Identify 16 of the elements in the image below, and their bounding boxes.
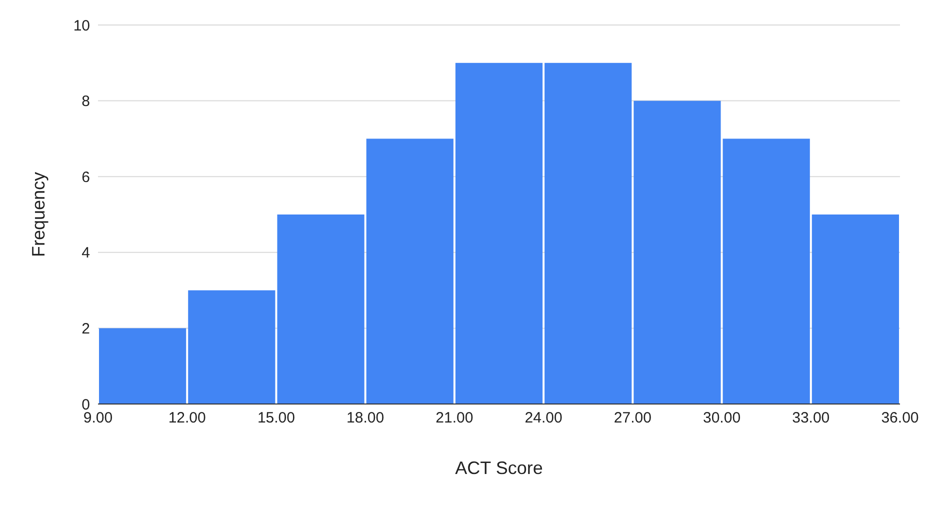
x-tick-label: 30.00 [703, 410, 741, 427]
x-tick-label: 18.00 [346, 410, 384, 427]
x-tick-label: 15.00 [257, 410, 295, 427]
y-tick-label: 4 [82, 244, 90, 262]
y-tick-label: 6 [82, 168, 90, 186]
x-tick-label: 21.00 [436, 410, 474, 427]
x-tick-label: 36.00 [881, 410, 919, 427]
x-axis-title: ACT Score [455, 458, 543, 478]
y-tick-label: 2 [82, 320, 90, 338]
x-tick-label: 12.00 [168, 410, 206, 427]
y-tick-label: 8 [82, 93, 90, 110]
y-tick-label: 10 [73, 17, 90, 34]
y-axis-title: Frequency [28, 172, 48, 258]
x-tick-label: 24.00 [524, 410, 562, 427]
x-tick-label: 27.00 [614, 410, 652, 427]
x-tick-label: 33.00 [792, 410, 830, 427]
